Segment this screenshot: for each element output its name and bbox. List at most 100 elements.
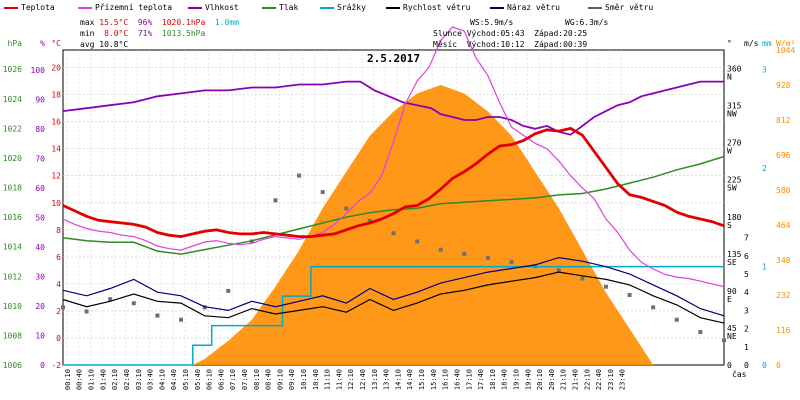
wind-ws: WS:5.9m/s xyxy=(470,18,514,27)
hpa-tick-8: 1022 xyxy=(3,124,22,133)
x-tick-46: 23:10 xyxy=(607,369,615,390)
hpa-tick-4: 1014 xyxy=(3,243,22,252)
deg-compass-5: SW xyxy=(727,184,737,193)
wind-dir-point-3 xyxy=(131,301,136,306)
wm2-tick-0: 0 xyxy=(776,361,781,370)
pct-tick-8: 80 xyxy=(35,125,45,134)
wm2-tick-5: 580 xyxy=(776,186,791,195)
sun-rise: Východ:05:43 xyxy=(466,29,525,38)
legend-wind-dir-swatch xyxy=(588,6,602,9)
stats-min-press: 1013.5hPa xyxy=(161,29,206,38)
wm2-tick-9: 1044 xyxy=(776,46,795,55)
ms-tick-7: 7 xyxy=(744,234,749,243)
pct-tick-2: 20 xyxy=(35,302,45,311)
wind-dir-point-18 xyxy=(485,255,490,260)
legend-wind-gust-label: Náraz větru xyxy=(507,3,560,12)
deg-compass-4: S xyxy=(727,221,732,230)
moon-rise: Východ:10:12 xyxy=(466,40,525,49)
x-tick-0: 00:10 xyxy=(64,369,72,390)
pressure-line xyxy=(62,155,725,255)
x-tick-8: 04:10 xyxy=(158,369,166,390)
ms-tick-5: 5 xyxy=(744,270,749,279)
x-tick-18: 09:10 xyxy=(276,369,284,390)
stats-min-row: min 8.0°C 71% 1013.5hPa xyxy=(80,29,205,38)
degc-axis-title: °C xyxy=(51,39,61,48)
legend-pressure-label: Tlak xyxy=(279,3,299,12)
stats-min-label: min xyxy=(80,29,95,38)
pct-tick-6: 60 xyxy=(35,184,45,193)
x-tick-21: 10:40 xyxy=(312,369,320,390)
pct-tick-5: 50 xyxy=(35,213,45,222)
deg-compass-1: NE xyxy=(727,332,737,341)
wind-dir-point-16 xyxy=(438,247,443,252)
wind-dir-point-28 xyxy=(722,338,726,343)
legend-wind-gust-swatch xyxy=(490,6,504,9)
wind-dir-point-13 xyxy=(367,218,372,223)
hpa-tick-3: 1012 xyxy=(3,272,22,281)
mm-tick-0: 0 xyxy=(762,361,767,370)
deg-compass-6: W xyxy=(727,147,732,156)
wind-dir-point-5 xyxy=(179,317,184,322)
ms-tick-0: 0 xyxy=(744,361,749,370)
degc-tick-4: 6 xyxy=(56,253,61,262)
legend-pressure-swatch xyxy=(262,6,276,9)
legend-wind-gust: Náraz větru xyxy=(490,3,560,12)
x-tick-40: 20:10 xyxy=(536,369,544,390)
x-tick-3: 01:40 xyxy=(99,369,107,390)
deg-tick-5: 225 xyxy=(727,176,742,185)
ms-axis-title: m/s xyxy=(744,39,759,48)
x-tick-7: 03:40 xyxy=(147,369,155,390)
wind-wg: WG:6.3m/s xyxy=(565,18,609,27)
legend-ground-temp-swatch xyxy=(78,6,92,9)
hpa-tick-1: 1008 xyxy=(3,331,22,340)
deg-axis-title: ° xyxy=(727,39,732,48)
x-tick-27: 13:40 xyxy=(383,369,391,390)
wm2-tick-1: 116 xyxy=(776,326,791,335)
degc-tick-6: 10 xyxy=(51,199,61,208)
ms-tick-4: 4 xyxy=(744,288,749,297)
x-tick-20: 10:10 xyxy=(300,369,308,390)
legend-humidity: Vlhkost xyxy=(188,3,239,12)
deg-compass-8: N xyxy=(727,73,732,82)
hpa-tick-6: 1018 xyxy=(3,184,22,193)
stats-max-row: max 15.5°C 96% 1020.1hPa 1.0mm xyxy=(80,18,239,27)
x-tick-19: 09:40 xyxy=(288,369,296,390)
x-tick-4: 02:10 xyxy=(111,369,119,390)
sun-row: Slunce Východ:05:43 Západ:20:25 xyxy=(433,29,587,38)
legend-temp-swatch xyxy=(4,6,18,9)
wind-dir-point-22 xyxy=(580,276,585,281)
wind-dir-point-27 xyxy=(698,330,703,335)
wind-dir-point-14 xyxy=(391,231,396,236)
x-tick-6: 03:10 xyxy=(135,369,143,390)
solar-area xyxy=(63,85,724,365)
degc-tick-11: 20 xyxy=(51,64,61,73)
wind-dir-point-12 xyxy=(344,206,349,211)
moon-label: Měsíc xyxy=(433,40,458,49)
wind-dir-point-6 xyxy=(202,305,207,310)
legend-rain: Srážky xyxy=(320,3,366,12)
x-tick-15: 07:40 xyxy=(241,369,249,390)
degc-tick-9: 16 xyxy=(51,118,61,127)
pct-tick-10: 100 xyxy=(31,66,46,75)
wind-gust-line xyxy=(62,256,725,317)
x-tick-43: 21:40 xyxy=(571,369,579,390)
wind-dir-point-26 xyxy=(674,317,679,322)
x-tick-24: 12:10 xyxy=(347,369,355,390)
x-tick-38: 19:10 xyxy=(512,369,520,390)
stats-avg-label: avg xyxy=(80,40,95,49)
x-tick-42: 21:10 xyxy=(560,369,568,390)
legend-humidity-label: Vlhkost xyxy=(205,3,239,12)
wind-dir-point-23 xyxy=(603,284,608,289)
stats-max-rain: 1.0mm xyxy=(214,18,240,27)
moon-row: Měsíc Východ:10:12 Západ:00:39 xyxy=(433,40,587,49)
wind-dir-point-7 xyxy=(226,288,231,293)
x-tick-37: 18:40 xyxy=(501,369,509,390)
x-tick-9: 04:40 xyxy=(170,369,178,390)
ground-temp-line xyxy=(62,26,725,288)
deg-compass-3: SE xyxy=(727,258,737,267)
x-tick-2: 01:10 xyxy=(88,369,96,390)
wind-dir-point-19 xyxy=(509,260,514,265)
deg-tick-0: 0 xyxy=(727,361,732,370)
x-tick-31: 15:40 xyxy=(430,369,438,390)
